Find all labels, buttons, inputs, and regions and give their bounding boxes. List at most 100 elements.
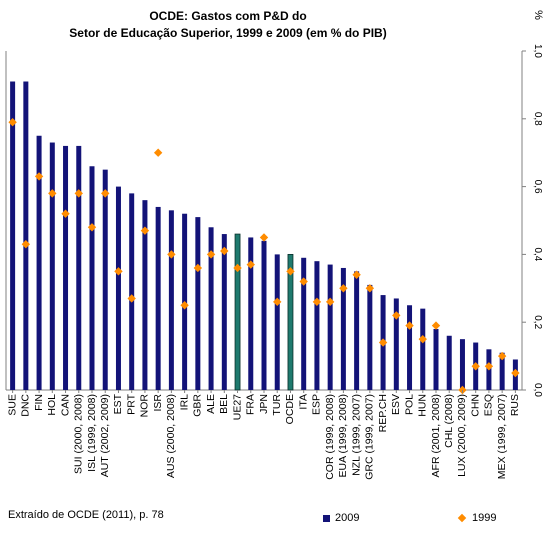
marker-1999 — [325, 297, 335, 307]
category-label: NOR — [139, 394, 151, 418]
bar-2009 — [327, 264, 333, 390]
marker-1999 — [233, 263, 242, 273]
category-label: OCDE — [284, 394, 296, 424]
marker-1999 — [114, 267, 123, 276]
bar-2009 — [36, 135, 42, 390]
y-axis-unit-label: % — [532, 10, 544, 20]
marker-1999 — [21, 240, 31, 249]
y-tick-label: 0,8 — [532, 112, 543, 126]
chart-title-line1: OCDE: Gastos com P&D do — [149, 9, 307, 23]
legend-item-1999: 1999 — [457, 512, 497, 524]
source-note: Extraído de OCDE (2011), p. 78 — [8, 509, 164, 521]
marker-1999 — [497, 351, 507, 361]
category-label: AFR (2001, 2008) — [430, 394, 442, 477]
y-tick-label: 0,4 — [532, 247, 543, 261]
category-label: ALE — [205, 394, 217, 414]
marker-1999 — [392, 311, 401, 320]
category-label: HOL — [46, 394, 58, 416]
marker-1999 — [312, 297, 322, 307]
bar-2009 — [142, 200, 148, 390]
category-label: PRT — [125, 393, 137, 414]
category-label: EST — [112, 393, 124, 414]
category-label: ISL (1999, 2008) — [86, 394, 98, 472]
category-label: TUR — [271, 394, 283, 416]
marker-1999 — [8, 117, 17, 127]
bar-2009 — [168, 210, 174, 390]
category-label: SUE — [6, 394, 18, 416]
category-label: BEL — [218, 394, 230, 414]
marker-1999 — [246, 260, 255, 269]
bar-2009 — [129, 193, 135, 390]
marker-1999 — [365, 284, 375, 293]
category-label: UE27 — [231, 394, 243, 420]
bar-2009 — [407, 305, 413, 390]
marker-1999 — [378, 338, 388, 347]
bar-2009 — [221, 234, 227, 390]
bar-2009 — [208, 227, 214, 390]
category-label: GRC (1999, 2007) — [364, 394, 376, 480]
bar-2009 — [23, 81, 29, 390]
category-label: IRL — [178, 394, 190, 411]
legend-label-2009: 2009 — [335, 512, 360, 524]
category-label: ESV — [390, 394, 402, 415]
legend-swatch-2009 — [323, 514, 330, 522]
bar-2009 — [314, 261, 320, 390]
marker-1999 — [471, 362, 480, 371]
bar-2009 — [420, 308, 426, 390]
category-label: COR (1999, 2008) — [324, 394, 336, 480]
marker-1999 — [180, 301, 189, 310]
bar-2009 — [340, 267, 346, 390]
bar-2009 — [301, 257, 307, 390]
bar-2009 — [49, 142, 55, 390]
marker-1999 — [405, 321, 414, 330]
bar-2009 — [89, 166, 95, 390]
category-label: CHN — [469, 394, 481, 417]
marker-1999 — [220, 246, 229, 256]
marker-1999 — [101, 189, 110, 198]
category-label: POL — [403, 394, 415, 415]
bar-2009 — [261, 240, 267, 390]
marker-1999 — [87, 223, 97, 232]
category-label: MEX (1999, 2007) — [496, 394, 508, 479]
bar-2009 — [115, 186, 121, 390]
marker-1999 — [193, 263, 203, 273]
marker-1999 — [34, 172, 44, 181]
marker-1999 — [48, 189, 57, 198]
bar-2009 — [10, 81, 16, 390]
bar-2009 — [76, 145, 82, 390]
category-label: GBR — [192, 394, 204, 417]
bar-2009 — [393, 298, 399, 390]
legend-swatch-1999 — [457, 513, 467, 523]
marker-1999 — [153, 148, 163, 157]
marker-1999 — [206, 250, 216, 259]
category-label: NZL (1999, 2007) — [350, 394, 362, 476]
category-label: SUI (2000, 2008) — [73, 394, 85, 474]
marker-1999 — [167, 250, 176, 259]
category-label: ESP — [311, 394, 323, 415]
bar-2009 — [155, 206, 161, 390]
marker-1999 — [127, 294, 136, 303]
category-label: AUT (2002, 2009) — [99, 394, 111, 477]
category-label: ITA — [297, 394, 309, 410]
category-label: ISR — [152, 394, 164, 412]
legend-label-1999: 1999 — [472, 512, 497, 524]
chart-title-line2: Setor de Educação Superior, 1999 e 2009 … — [69, 26, 387, 40]
marker-1999 — [511, 368, 520, 378]
bar-2009 — [499, 352, 505, 390]
category-label: REP.CH — [377, 394, 389, 432]
bar-2009 — [63, 145, 69, 390]
category-label: HUN — [417, 394, 429, 417]
bar-2009 — [274, 254, 280, 390]
marker-1999 — [339, 284, 348, 293]
marker-1999 — [299, 277, 308, 286]
category-label: JPN — [258, 394, 270, 414]
category-label: CHL (2008) — [443, 394, 455, 448]
y-tick-label: 1,0 — [532, 44, 543, 58]
y-tick-label: 0,6 — [532, 180, 543, 194]
bar-2009 — [248, 237, 254, 390]
category-label: EUA (1999, 2008) — [337, 394, 349, 477]
marker-1999 — [286, 267, 295, 276]
category-label: FIN — [33, 394, 45, 411]
category-label: FRA — [245, 394, 257, 415]
